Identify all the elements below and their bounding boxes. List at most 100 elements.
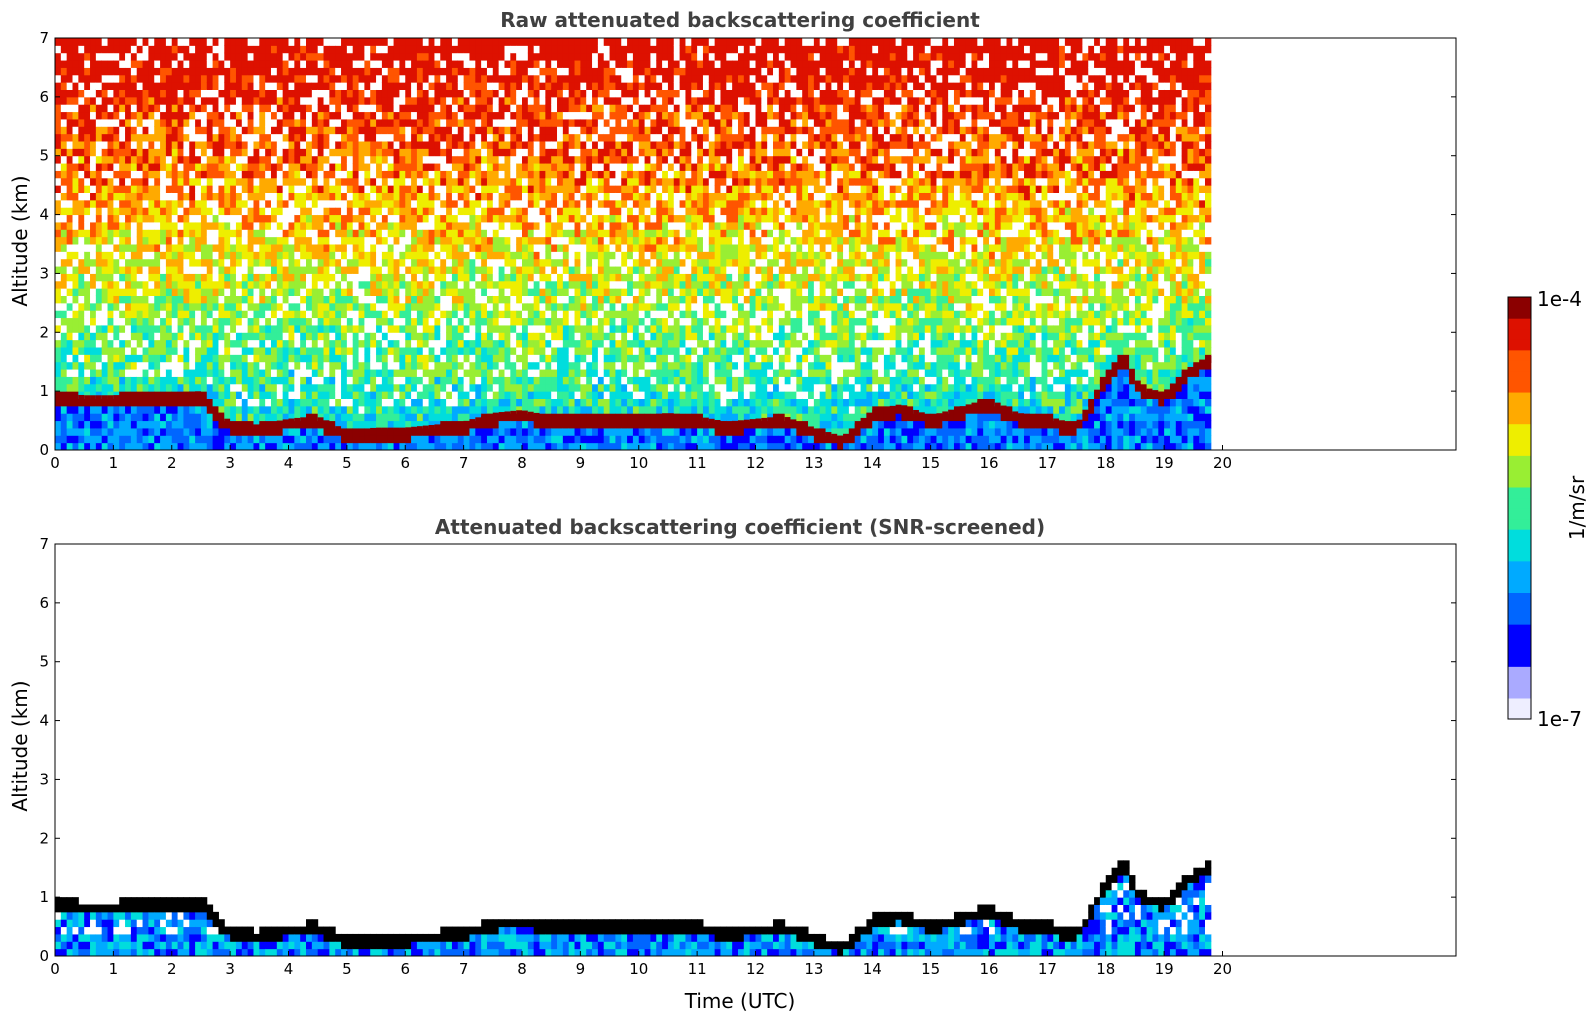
- heatmap-cell: [259, 236, 266, 245]
- heatmap-cell: [183, 427, 190, 436]
- heatmap-cell: [288, 133, 295, 142]
- heatmap-cell: [393, 273, 400, 282]
- heatmap-cell: [311, 148, 319, 157]
- heatmap-cell: [358, 96, 365, 105]
- heatmap-cell: [177, 435, 184, 444]
- heatmap-cell: [399, 273, 406, 282]
- heatmap-cell: [294, 302, 301, 311]
- heatmap-cell: [282, 244, 289, 252]
- heatmap-cell: [84, 273, 91, 282]
- heatmap-cell: [306, 60, 313, 68]
- heatmap-cell: [55, 185, 62, 193]
- heatmap-cell: [218, 96, 225, 105]
- heatmap-cell: [527, 324, 535, 333]
- heatmap-cell: [469, 376, 476, 385]
- layer-band: [539, 414, 546, 422]
- heatmap-cell: [253, 207, 260, 216]
- heatmap-cell: [276, 302, 284, 311]
- heatmap-cell: [154, 52, 161, 61]
- heatmap-cell: [469, 273, 476, 282]
- heatmap-cell: [492, 383, 500, 392]
- heatmap-cell: [206, 376, 214, 385]
- heatmap-cell: [399, 38, 406, 46]
- heatmap-cell: [446, 67, 453, 76]
- heatmap-cell: [206, 236, 214, 245]
- heatmap-cell: [177, 280, 184, 289]
- heatmap-cell: [130, 104, 138, 113]
- heatmap-cell: [189, 310, 196, 319]
- heatmap-cell: [154, 354, 161, 363]
- heatmap-cell: [451, 214, 459, 223]
- heatmap-cell: [446, 244, 453, 252]
- heatmap-cell: [270, 155, 278, 164]
- heatmap-cell: [317, 427, 325, 436]
- heatmap-cell: [469, 155, 476, 164]
- heatmap-cell: [562, 273, 570, 282]
- heatmap-cell: [241, 148, 249, 157]
- heatmap-cell: [306, 310, 313, 319]
- heatmap-cell: [95, 163, 103, 171]
- heatmap-cell: [329, 170, 336, 179]
- heatmap-cell: [183, 207, 190, 216]
- heatmap-cell: [294, 295, 301, 304]
- heatmap-cell: [311, 251, 319, 260]
- heatmap-cell: [136, 141, 144, 149]
- heatmap-cell: [241, 192, 249, 201]
- heatmap-cell: [428, 185, 435, 193]
- heatmap-cell: [84, 398, 91, 407]
- heatmap-cell: [440, 302, 447, 311]
- heatmap-cell: [329, 361, 336, 370]
- heatmap-cell: [381, 118, 389, 127]
- heatmap-cell: [533, 214, 541, 223]
- heatmap-cell: [440, 214, 447, 223]
- heatmap-cell: [440, 89, 447, 98]
- heatmap-cell: [358, 89, 365, 98]
- heatmap-cell: [486, 148, 494, 157]
- heatmap-cell: [66, 221, 74, 230]
- heatmap-cell: [434, 199, 441, 208]
- heatmap-cell: [335, 45, 342, 54]
- heatmap-cell: [300, 413, 307, 422]
- heatmap-cell: [265, 177, 272, 186]
- heatmap-cell: [346, 126, 354, 135]
- heatmap-cell: [119, 60, 126, 68]
- heatmap-cell: [358, 163, 365, 171]
- heatmap-cell: [107, 288, 114, 296]
- heatmap-cell: [101, 383, 109, 392]
- heatmap-cell: [352, 324, 360, 333]
- heatmap-cell: [230, 413, 237, 422]
- heatmap-cell: [247, 82, 254, 90]
- heatmap-cell: [113, 133, 120, 142]
- heatmap-cell: [276, 126, 284, 135]
- heatmap-cell: [60, 60, 68, 68]
- heatmap-cell: [451, 302, 459, 311]
- heatmap-cell: [317, 317, 325, 326]
- heatmap-cell: [352, 302, 360, 311]
- heatmap-cell: [107, 163, 114, 171]
- heatmap-cell: [183, 383, 190, 392]
- heatmap-cell: [165, 155, 173, 164]
- heatmap-cell: [235, 354, 243, 363]
- heatmap-cell: [125, 310, 132, 319]
- heatmap-cell: [224, 280, 231, 289]
- heatmap-cell: [282, 199, 289, 208]
- heatmap-cell: [539, 126, 546, 135]
- heatmap-cell: [539, 295, 546, 304]
- heatmap-cell: [224, 126, 231, 135]
- heatmap-cell: [481, 361, 488, 370]
- heatmap-cell: [154, 221, 161, 230]
- heatmap-cell: [78, 413, 85, 422]
- heatmap-cell: [428, 38, 435, 46]
- heatmap-cell: [422, 435, 430, 444]
- heatmap-cell: [95, 207, 103, 216]
- heatmap-cell: [224, 324, 231, 333]
- heatmap-cell: [533, 170, 541, 179]
- heatmap-cell: [376, 295, 383, 304]
- heatmap-cell: [329, 163, 336, 171]
- heatmap-cell: [486, 111, 494, 120]
- heatmap-cell: [253, 324, 260, 333]
- heatmap-cell: [300, 111, 307, 120]
- heatmap-cell: [551, 288, 558, 296]
- heatmap-cell: [253, 192, 260, 201]
- heatmap-cell: [469, 258, 476, 267]
